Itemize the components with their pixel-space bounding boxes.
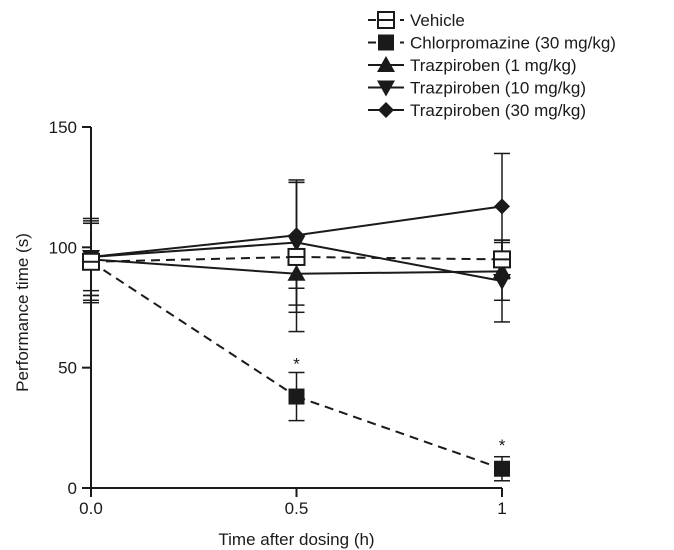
y-tick-label: 50: [58, 359, 77, 378]
axes: 0 50 100 150 0.0 0.5 1 Time after dosing (h) Per…: [13, 118, 507, 549]
series-0: [82, 181, 511, 333]
series-line-segment: [90, 234, 297, 258]
legend-item-1: Chlorpromazine (30 mg/kg): [368, 34, 616, 53]
data-point: [288, 388, 305, 405]
legend-item-4: Trazpiroben (30 mg/kg): [368, 101, 586, 120]
series-layer: **: [82, 152, 511, 482]
legend-marker: [377, 11, 395, 29]
legend-item-3: Trazpiroben (10 mg/kg): [368, 79, 586, 98]
legend-label: Vehicle: [410, 11, 465, 30]
series-line-segment: [296, 255, 503, 261]
series-line-segment: [296, 241, 503, 283]
series-line-segment: [296, 270, 503, 275]
legend-marker: [378, 102, 394, 118]
legend-marker: [378, 34, 394, 51]
x-tick-label: 0.5: [285, 499, 309, 518]
data-point: [494, 198, 510, 215]
y-tick-label: 150: [49, 118, 77, 137]
legend: Vehicle Chlorpromazine (30 mg/kg) Trazpiro…: [368, 11, 616, 120]
series-line-segment: [296, 205, 503, 237]
data-point: [82, 252, 100, 271]
data-point: [287, 247, 306, 266]
legend-label: Trazpiroben (1 mg/kg): [410, 56, 577, 75]
data-point: [494, 460, 510, 477]
significance-star: *: [499, 436, 506, 455]
data-point: [493, 250, 511, 269]
y-axis-label: Performance time (s): [13, 233, 32, 392]
y-tick-label: 100: [49, 238, 77, 257]
x-tick-label: 1: [497, 499, 506, 518]
legend-label: Trazpiroben (30 mg/kg): [410, 101, 586, 120]
series-line-segment: [90, 255, 297, 263]
legend-marker: [377, 80, 395, 97]
x-axis-label: Time after dosing (h): [218, 530, 374, 549]
legend-label: Chlorpromazine (30 mg/kg): [410, 34, 616, 53]
legend-label: Trazpiroben (10 mg/kg): [410, 79, 586, 98]
legend-item-0: Vehicle: [368, 11, 465, 30]
legend-item-2: Trazpiroben (1 mg/kg): [368, 56, 577, 75]
legend-marker: [377, 56, 395, 72]
series-line-segment: [296, 395, 503, 470]
significance-star: *: [293, 354, 300, 373]
x-tick-label: 0.0: [79, 499, 103, 518]
series-line-segment: [90, 241, 297, 258]
y-tick-label: 0: [68, 479, 77, 498]
series-line-segment: [90, 260, 298, 398]
